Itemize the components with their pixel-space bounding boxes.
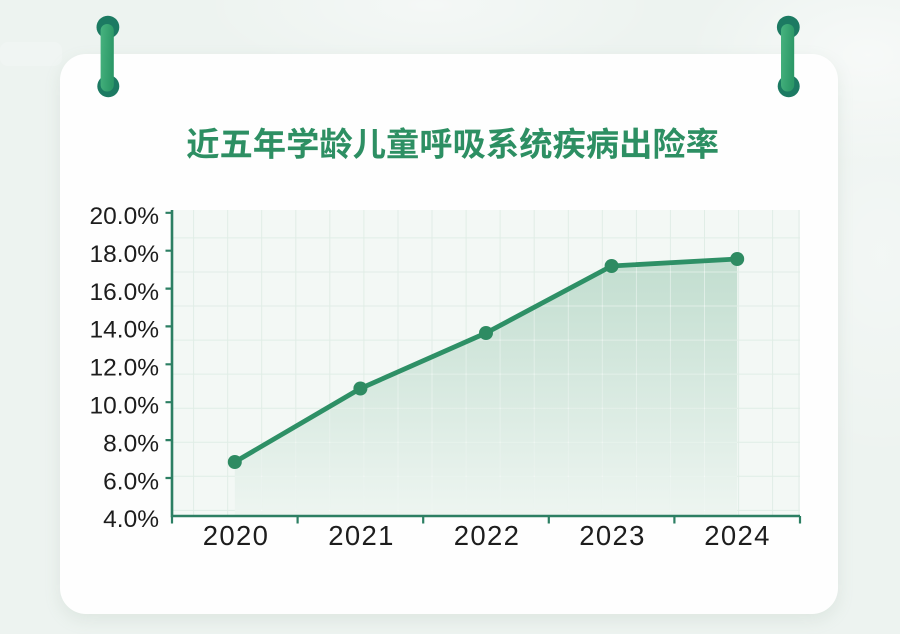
svg-text:16.0%: 16.0% bbox=[90, 279, 159, 306]
svg-text:2024: 2024 bbox=[704, 520, 770, 551]
svg-text:20.0%: 20.0% bbox=[90, 203, 159, 230]
svg-text:14.0%: 14.0% bbox=[90, 317, 159, 344]
svg-text:4.0%: 4.0% bbox=[103, 506, 159, 533]
svg-text:12.0%: 12.0% bbox=[90, 355, 159, 382]
svg-text:2020: 2020 bbox=[203, 520, 269, 551]
svg-text:6.0%: 6.0% bbox=[103, 468, 159, 495]
svg-text:10.0%: 10.0% bbox=[90, 393, 159, 420]
svg-text:2022: 2022 bbox=[454, 520, 520, 551]
svg-text:2021: 2021 bbox=[328, 520, 394, 551]
svg-text:2023: 2023 bbox=[579, 520, 645, 551]
svg-text:18.0%: 18.0% bbox=[90, 241, 159, 268]
svg-text:8.0%: 8.0% bbox=[103, 430, 159, 457]
